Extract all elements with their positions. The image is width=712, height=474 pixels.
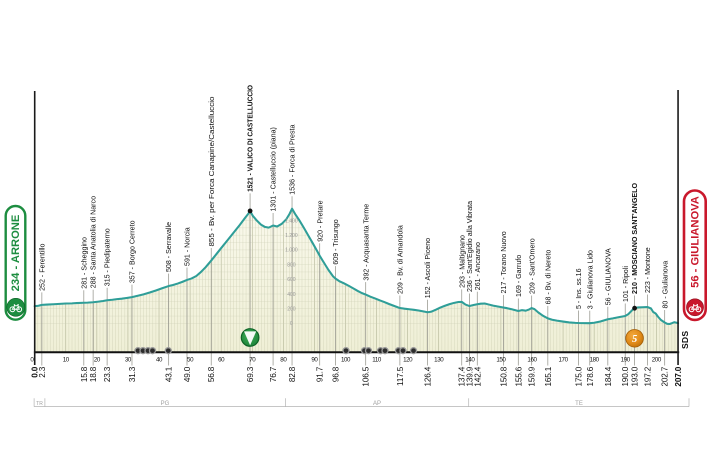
svg-text:TR: TR (36, 401, 43, 407)
svg-text:20: 20 (94, 356, 101, 363)
svg-text:920 - Pretare: 920 - Pretare (316, 200, 324, 241)
svg-text:0: 0 (290, 321, 293, 327)
svg-text:165.1: 165.1 (544, 366, 553, 386)
svg-text:TE: TE (575, 401, 583, 407)
svg-text:609 - Trisungo: 609 - Trisungo (332, 219, 340, 264)
svg-text:150.8: 150.8 (499, 366, 508, 386)
svg-text:126.4: 126.4 (424, 366, 433, 386)
svg-text:591 - Norcia: 591 - Norcia (184, 227, 192, 266)
svg-text:0: 0 (30, 356, 34, 363)
svg-text:392 - Acquasanta Terme: 392 - Acquasanta Terme (362, 204, 370, 281)
svg-text:56 - GIULIANOVA: 56 - GIULIANOVA (604, 248, 612, 305)
svg-text:SDS: SDS (680, 331, 690, 349)
svg-text:1536 - Forca di Presta: 1536 - Forca di Presta (289, 124, 297, 194)
svg-text:159.9: 159.9 (528, 366, 537, 386)
svg-text:50: 50 (187, 356, 194, 363)
svg-text:200: 200 (652, 356, 662, 363)
svg-text:170: 170 (558, 356, 568, 363)
svg-text:1.200: 1.200 (285, 233, 298, 239)
svg-text:106.5: 106.5 (362, 366, 371, 386)
svg-text:56.8: 56.8 (207, 366, 216, 382)
svg-text:855 - Bv. per Forca Canapine/C: 855 - Bv. per Forca Canapine/Castellucci… (208, 96, 216, 246)
svg-text:2.3: 2.3 (38, 366, 47, 378)
svg-text:160: 160 (527, 356, 537, 363)
svg-text:5 - Ins. ss.16: 5 - Ins. ss.16 (575, 268, 583, 309)
svg-text:100: 100 (341, 356, 351, 363)
svg-text:30: 30 (125, 356, 132, 363)
svg-text:1521 - VALICO DI CASTELLUCCIO: 1521 - VALICO DI CASTELLUCCIO (247, 84, 255, 191)
svg-text:190: 190 (621, 356, 631, 363)
svg-text:180: 180 (590, 356, 600, 363)
svg-text:0.0: 0.0 (31, 366, 40, 378)
svg-text:293 - Maltignano: 293 - Maltignano (458, 235, 466, 288)
svg-text:207.0: 207.0 (674, 366, 683, 386)
svg-text:600: 600 (287, 277, 296, 283)
svg-text:130: 130 (434, 356, 444, 363)
svg-text:91.7: 91.7 (316, 366, 325, 382)
svg-text:68 - Bv. di Nereto: 68 - Bv. di Nereto (544, 250, 552, 305)
svg-text:101 - Ripoli: 101 - Ripoli (622, 266, 630, 302)
svg-text:190.0: 190.0 (621, 366, 630, 386)
svg-text:96.8: 96.8 (332, 366, 341, 382)
svg-text:40: 40 (156, 356, 163, 363)
svg-text:210 - MOSCIANO SANT'ANGELO: 210 - MOSCIANO SANT'ANGELO (631, 182, 639, 293)
svg-text:31.3: 31.3 (128, 366, 137, 382)
svg-text:217 - Torano Nuovo: 217 - Torano Nuovo (500, 231, 508, 293)
svg-text:70: 70 (249, 356, 256, 363)
svg-text:10: 10 (63, 356, 70, 363)
svg-text:110: 110 (372, 356, 382, 363)
svg-text:137.4: 137.4 (458, 366, 467, 386)
svg-text:202.7: 202.7 (661, 366, 670, 386)
svg-text:155.6: 155.6 (514, 366, 523, 386)
svg-text:288 - Santa Anatolia di Narco: 288 - Santa Anatolia di Narco (90, 196, 98, 288)
svg-text:AP: AP (373, 401, 381, 407)
svg-text:209 - Sant'Omero: 209 - Sant'Omero (528, 238, 536, 294)
svg-text:1.000: 1.000 (285, 248, 298, 254)
svg-text:197.2: 197.2 (644, 366, 653, 386)
svg-text:184.4: 184.4 (604, 366, 613, 386)
svg-text:178.6: 178.6 (586, 366, 595, 386)
svg-text:175.0: 175.0 (575, 366, 584, 386)
svg-text:209 - Bv. di Amandola: 209 - Bv. di Amandola (396, 225, 404, 294)
svg-text:508 - Serravalle: 508 - Serravalle (165, 222, 173, 272)
svg-text:120: 120 (403, 356, 413, 363)
svg-text:49.0: 49.0 (183, 366, 192, 382)
svg-text:23.3: 23.3 (103, 366, 112, 382)
svg-text:142.4: 142.4 (473, 366, 482, 386)
svg-text:400: 400 (287, 292, 296, 298)
svg-text:223 - Montone: 223 - Montone (644, 247, 652, 293)
svg-text:281 - Scheggino: 281 - Scheggino (80, 237, 88, 289)
svg-text:261 - Ancarano: 261 - Ancarano (474, 242, 482, 290)
svg-text:43.1: 43.1 (165, 366, 174, 382)
svg-text:82.8: 82.8 (288, 366, 297, 382)
svg-text:PG: PG (161, 401, 170, 407)
svg-text:150: 150 (496, 356, 506, 363)
svg-text:56 - GIULIANOVA: 56 - GIULIANOVA (689, 196, 701, 288)
svg-text:139.9: 139.9 (466, 366, 475, 386)
svg-text:236 - Sant'Egidio alla Vibrata: 236 - Sant'Egidio alla Vibrata (466, 201, 474, 292)
svg-text:90: 90 (311, 356, 318, 363)
svg-text:193.0: 193.0 (631, 366, 640, 386)
svg-text:200: 200 (287, 307, 296, 313)
svg-text:252 - Ferentillo: 252 - Ferentillo (38, 244, 46, 291)
svg-text:76.7: 76.7 (269, 366, 278, 382)
svg-text:5: 5 (632, 334, 637, 345)
svg-text:152 - Ascoli Piceno: 152 - Ascoli Piceno (424, 238, 432, 298)
svg-text:117.5: 117.5 (396, 366, 405, 386)
svg-text:3 - Giulianova Lido: 3 - Giulianova Lido (586, 250, 594, 309)
svg-text:69.3: 69.3 (246, 366, 255, 382)
svg-text:800: 800 (287, 262, 296, 268)
svg-text:80 - Giulianova: 80 - Giulianova (661, 261, 669, 309)
svg-text:315 - Piedipaterno: 315 - Piedipaterno (104, 228, 112, 286)
svg-text:60: 60 (218, 356, 225, 363)
svg-text:1301 - Castelluccio (piana): 1301 - Castelluccio (piana) (270, 127, 278, 211)
svg-text:234 - ARRONE: 234 - ARRONE (10, 214, 22, 291)
svg-text:140: 140 (465, 356, 475, 363)
svg-text:169 - Garrufo: 169 - Garrufo (515, 255, 523, 297)
svg-text:18.8: 18.8 (89, 366, 98, 382)
svg-text:15.8: 15.8 (80, 366, 89, 382)
svg-text:357 - Borgo Cerreto: 357 - Borgo Cerreto (129, 220, 137, 283)
svg-text:1.400: 1.400 (285, 218, 298, 224)
svg-text:80: 80 (280, 356, 287, 363)
